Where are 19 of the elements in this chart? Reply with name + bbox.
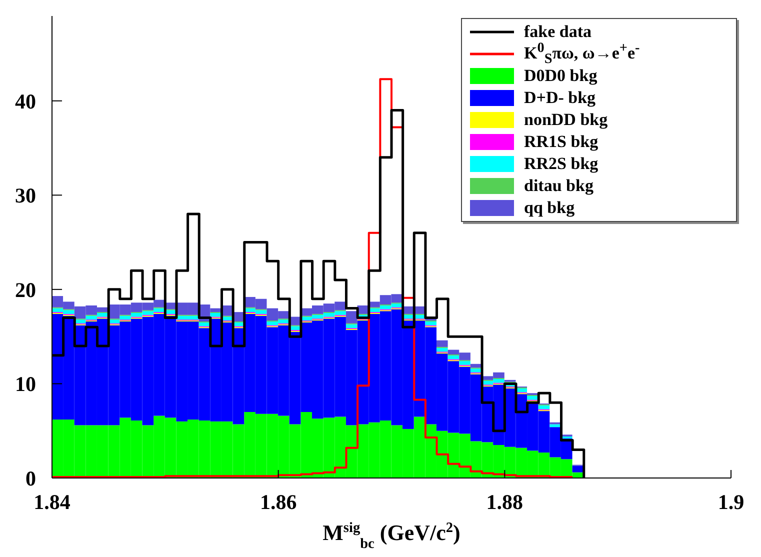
legend-label: ditau bkg <box>524 176 594 196</box>
legend-label: nonDD bkg <box>524 110 608 130</box>
legend-label: K$^{0}$$_{S}$πω, ω→e$^{+}$e$^{-}$ <box>524 40 640 68</box>
x-tick-label: 1.88 <box>486 490 524 514</box>
x-tick-label: 1.86 <box>260 490 297 514</box>
y-tick-label: 10 <box>15 372 36 396</box>
x-tick-label: 1.84 <box>34 490 71 514</box>
y-tick-label: 20 <box>15 278 36 302</box>
y-tick-label: 30 <box>15 184 36 208</box>
x-tick-label: 1.9 <box>718 490 744 514</box>
legend-label: RR2S bkg <box>524 154 598 174</box>
y-tick-label: 0 <box>26 466 36 490</box>
legend-label: D+D- bkg <box>524 88 596 108</box>
legend-label: qq bkg <box>524 198 575 218</box>
legend-label: fake data <box>524 22 592 42</box>
y-tick-label: 40 <box>15 89 36 114</box>
x-axis-title: M$^{sig}$$_{bc}$ (GeV/c$^{2}$) <box>322 520 460 552</box>
legend-label: RR1S bkg <box>524 132 598 152</box>
legend-label: D0D0 bkg <box>524 66 598 86</box>
